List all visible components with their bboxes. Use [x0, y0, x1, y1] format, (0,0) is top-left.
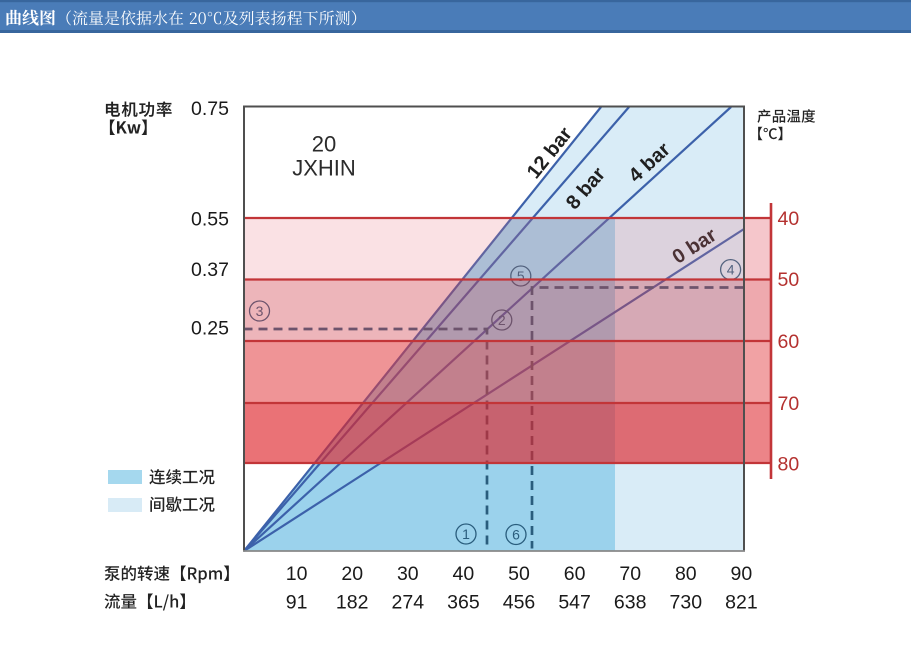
svg-text:70: 70: [778, 393, 800, 415]
svg-text:547: 547: [558, 592, 591, 614]
svg-text:0.25: 0.25: [191, 317, 229, 339]
svg-text:365: 365: [447, 592, 480, 614]
svg-text:80: 80: [675, 563, 697, 585]
svg-text:182: 182: [336, 592, 369, 614]
svg-text:91: 91: [286, 592, 308, 614]
svg-text:274: 274: [392, 592, 425, 614]
svg-text:1: 1: [462, 526, 470, 542]
svg-text:730: 730: [670, 592, 703, 614]
svg-text:5: 5: [517, 268, 525, 284]
svg-text:40: 40: [453, 563, 475, 585]
svg-text:90: 90: [731, 563, 753, 585]
svg-text:70: 70: [619, 563, 641, 585]
svg-text:821: 821: [725, 592, 758, 614]
svg-text:3: 3: [256, 303, 264, 319]
svg-text:0.75: 0.75: [191, 98, 229, 120]
svg-text:20: 20: [312, 132, 336, 157]
svg-text:60: 60: [564, 563, 586, 585]
svg-text:0.37: 0.37: [191, 259, 229, 281]
svg-text:0.55: 0.55: [191, 208, 229, 230]
svg-text:JXHIN: JXHIN: [292, 156, 356, 181]
svg-text:638: 638: [614, 592, 647, 614]
svg-text:20: 20: [341, 563, 363, 585]
svg-text:50: 50: [778, 269, 800, 291]
svg-text:4: 4: [727, 261, 735, 277]
svg-text:30: 30: [397, 563, 419, 585]
svg-text:50: 50: [508, 563, 530, 585]
svg-text:40: 40: [778, 208, 800, 230]
svg-text:80: 80: [778, 453, 800, 475]
svg-text:6: 6: [512, 526, 520, 542]
svg-text:10: 10: [286, 563, 308, 585]
svg-text:456: 456: [503, 592, 536, 614]
svg-text:60: 60: [778, 331, 800, 353]
svg-text:2: 2: [498, 312, 506, 328]
